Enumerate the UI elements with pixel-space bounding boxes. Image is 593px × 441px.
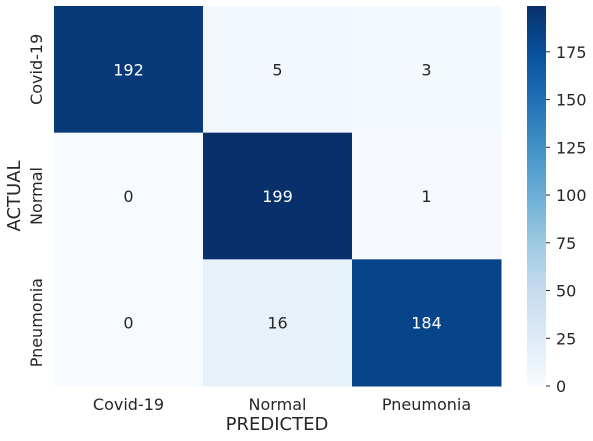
colorbar-tick-label: 150 [556,91,587,110]
heatmap-cell [54,132,204,260]
colorbar-tick-label: 125 [556,138,587,157]
x-tick-label: Normal [249,395,307,414]
heatmap-cell [54,6,204,134]
cell-value-label: 192 [113,60,144,79]
y-axis-ticks: Covid-19 Normal Pneumonia [27,34,46,368]
colorbar-tick-label: 50 [556,282,576,301]
heatmap-cell [352,259,502,387]
y-tick-label: Normal [27,167,46,225]
colorbar [527,6,546,386]
colorbar-tick-label: 0 [556,377,566,396]
x-tick-label: Pneumonia [382,395,471,414]
cell-value-label: 1 [421,187,431,206]
cell-value-label: 0 [123,187,133,206]
y-tick-label: Pneumonia [27,278,46,367]
heatmap-cell [352,132,502,260]
heatmap-cell-labels: 192 5 3 0 199 1 0 16 184 [113,60,442,332]
cell-value-label: 5 [272,60,282,79]
cell-value-label: 199 [262,187,293,206]
x-axis-ticks: Covid-19 Normal Pneumonia [93,395,471,414]
colorbar-tick-label: 75 [556,234,576,253]
cell-value-label: 16 [267,314,287,333]
x-tick-label: Covid-19 [93,395,164,414]
x-axis-title: PREDICTED [226,414,329,435]
heatmap-cell [54,259,204,387]
colorbar-ticks: 0 25 50 75 100 125 150 175 [546,43,587,396]
cell-value-label: 184 [411,314,442,333]
cell-value-label: 3 [421,60,431,79]
heatmap-cell [203,132,353,260]
cell-value-label: 0 [123,314,133,333]
heatmap-cell [203,6,353,134]
heatmap-cell [352,6,502,134]
y-tick-label: Covid-19 [27,34,46,105]
colorbar-tick-label: 25 [556,329,576,348]
colorbar-tick-label: 175 [556,43,587,62]
y-axis-title: ACTUAL [4,160,25,231]
heatmap-cell [203,259,353,387]
heatmap-cells [54,6,502,387]
colorbar-tick-label: 100 [556,186,587,205]
